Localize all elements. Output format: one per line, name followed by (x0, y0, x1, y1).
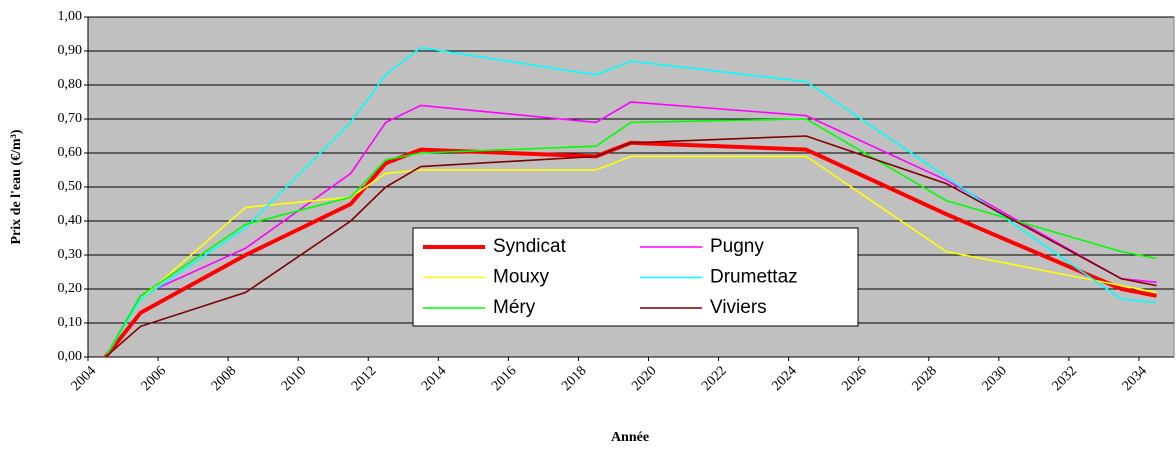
x-tick-label: 2016 (489, 363, 519, 393)
legend-label: Méry (493, 297, 536, 318)
series-line (104, 46, 1157, 358)
legend-label: Syndicat (493, 236, 567, 257)
x-tick-label: 2012 (349, 363, 379, 393)
series-line (104, 135, 1157, 358)
x-tick-label: 2018 (559, 363, 589, 393)
x-tick-label: 2010 (279, 363, 309, 393)
y-tick-label: 0,80 (58, 77, 83, 92)
series-line (103, 140, 1157, 359)
series-line (104, 155, 1157, 358)
x-tick-label: 2030 (980, 363, 1010, 393)
x-tick-label: 2026 (839, 363, 869, 393)
y-tick-label: 0,10 (58, 315, 83, 330)
x-axis-title: Année (611, 430, 649, 445)
y-tick-label: 0,70 (58, 111, 83, 126)
legend-label: Drumettaz (710, 267, 798, 288)
x-tick-label: 2022 (699, 363, 729, 393)
y-tick-label: 0,90 (58, 43, 83, 58)
x-tick-label: 2004 (69, 363, 99, 393)
y-tick-label: 0,40 (58, 213, 83, 228)
y-tick-label: 0,50 (58, 179, 83, 194)
legend-label: Mouxy (493, 267, 549, 288)
legend-box (412, 227, 859, 327)
x-tick-label: 2032 (1050, 363, 1080, 393)
x-tick-label: 2014 (419, 363, 449, 393)
y-tick-label: 1,00 (58, 9, 83, 24)
series-line (104, 118, 1157, 358)
x-tick-label: 2008 (209, 363, 239, 393)
x-tick-label: 2028 (909, 363, 939, 393)
y-axis-title: Prix de l'eau (€/m³) (9, 129, 24, 244)
x-tick-label: 2024 (769, 363, 799, 393)
y-tick-label: 0,20 (58, 281, 83, 296)
y-tick-label: 0,00 (58, 349, 83, 364)
x-tick-label: 2034 (1120, 363, 1150, 393)
legend-label: Pugny (710, 236, 764, 257)
x-tick-label: 2006 (139, 363, 169, 393)
legend-label: Viviers (710, 297, 767, 318)
x-tick-label: 2020 (629, 363, 659, 393)
y-tick-label: 0,30 (58, 247, 83, 262)
y-tick-label: 0,60 (58, 145, 83, 160)
